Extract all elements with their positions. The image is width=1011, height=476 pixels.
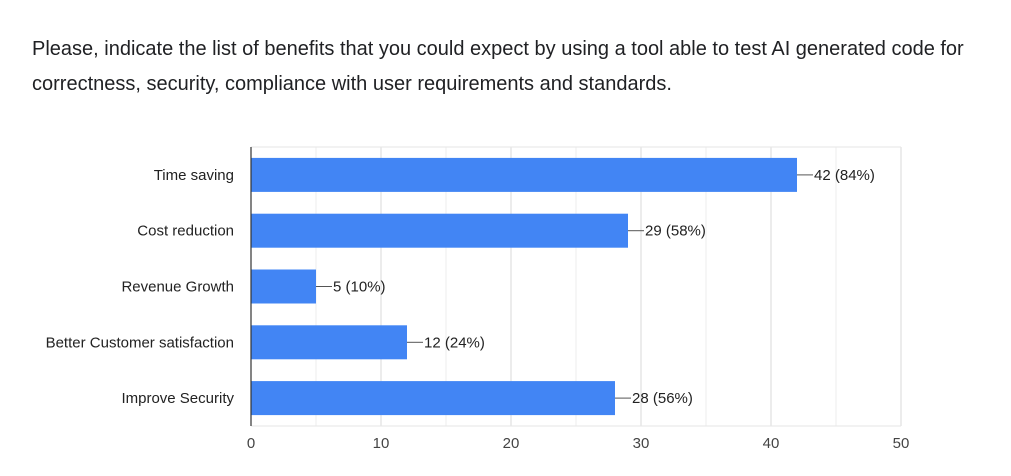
- category-label: Better Customer satisfaction: [46, 334, 234, 351]
- x-tick-label: 20: [503, 435, 520, 452]
- category-label: Cost reduction: [137, 223, 234, 240]
- data-label: 28 (56%): [632, 390, 693, 407]
- bar: [251, 157, 797, 192]
- axes: 0 10 20 30 40 50: [247, 147, 910, 452]
- data-label: 5 (10%): [333, 279, 386, 296]
- data-label: 42 (84%): [814, 167, 875, 184]
- bar: [251, 269, 316, 304]
- bar: [251, 381, 615, 416]
- x-tick-label: 10: [373, 435, 390, 452]
- labels: Time saving 42 (84%) Cost reduction 29 (58%…: [46, 167, 875, 407]
- x-tick-label: 0: [247, 435, 255, 452]
- question-title: Please, indicate the list of benefits th…: [32, 38, 964, 95]
- grid-lines: [251, 146, 902, 427]
- data-label: 29 (58%): [645, 223, 706, 240]
- category-label: Revenue Growth: [121, 279, 234, 296]
- bars: [251, 157, 797, 416]
- bar: [251, 325, 407, 360]
- data-label: 12 (24%): [424, 334, 485, 351]
- x-tick-label: 30: [633, 435, 650, 452]
- category-label: Time saving: [154, 167, 234, 184]
- x-tick-label: 50: [893, 435, 910, 452]
- x-tick-label: 40: [763, 435, 780, 452]
- category-label: Improve Security: [121, 390, 234, 407]
- bar: [251, 213, 628, 248]
